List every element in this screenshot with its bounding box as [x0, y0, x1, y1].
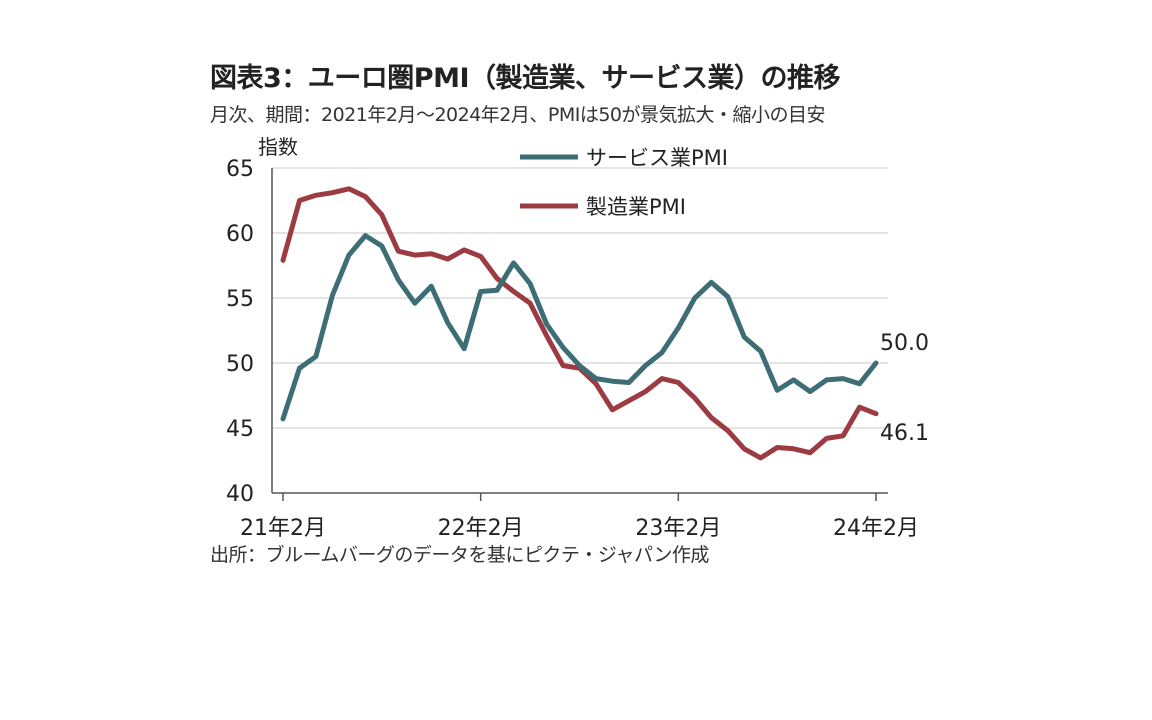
legend-label-manufacturing: 製造業PMI — [586, 195, 686, 219]
x-tick-label: 21年2月 — [240, 516, 326, 541]
services-end-label: 50.0 — [880, 331, 929, 356]
y-tick-label: 45 — [226, 417, 254, 442]
y-tick-label: 55 — [226, 287, 254, 312]
legend-label-services: サービス業PMI — [586, 146, 728, 170]
manufacturing-pmi-line — [280, 186, 879, 461]
y-tick-label: 50 — [226, 352, 254, 377]
y-axis-label: 指数 — [258, 135, 298, 159]
y-tick-label: 65 — [226, 157, 254, 182]
chart-title: 図表3：ユーロ圏PMI（製造業、サービス業）の推移 — [210, 63, 841, 94]
x-tick-label: 24年2月 — [833, 516, 919, 541]
services-pmi-line — [280, 233, 879, 422]
source-note: 出所：ブルームバーグのデータを基にピクテ・ジャパン作成 — [210, 544, 709, 566]
x-tick-label: 22年2月 — [438, 516, 524, 541]
x-tick-label: 23年2月 — [635, 516, 721, 541]
manufacturing-end-label: 46.1 — [880, 421, 929, 446]
y-tick-label: 40 — [226, 482, 254, 507]
y-tick-label: 60 — [226, 222, 254, 247]
chart-subtitle: 月次、期間：2021年2月～2024年2月、PMIは50が景気拡大・縮小の目安 — [210, 104, 826, 126]
